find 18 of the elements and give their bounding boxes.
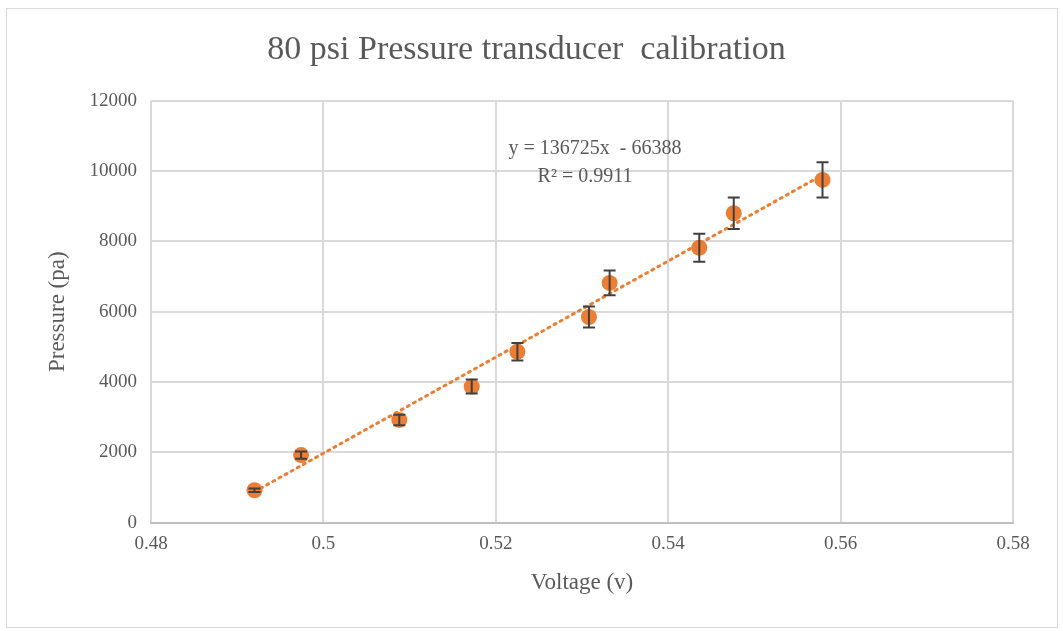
y-axis-title: Pressure (pa): [43, 251, 69, 373]
x-tick-label: 0.56: [823, 531, 858, 553]
x-tick-label: 0.48: [134, 531, 168, 553]
y-tick-label: 4000: [99, 369, 138, 391]
x-tick-label: 0.5: [311, 531, 336, 553]
x-tick-label: 0.58: [996, 531, 1030, 553]
annotation: y = 136725x - 66388: [508, 136, 682, 160]
x-tick-label: 0.54: [651, 531, 686, 553]
x-axis-title: Voltage (v): [530, 569, 634, 595]
x-tick-label: 0.52: [479, 531, 513, 553]
chart-title: 80 psi Pressure transducer calibration: [267, 29, 786, 67]
y-tick-label: 0: [127, 510, 138, 532]
y-tick-label: 6000: [99, 299, 138, 321]
y-tick-label: 10000: [89, 159, 138, 181]
annotation: R² = 0.9911: [537, 164, 633, 187]
y-tick-label: 2000: [99, 440, 138, 462]
y-tick-label: 12000: [89, 88, 138, 110]
y-tick-label: 8000: [99, 229, 138, 251]
